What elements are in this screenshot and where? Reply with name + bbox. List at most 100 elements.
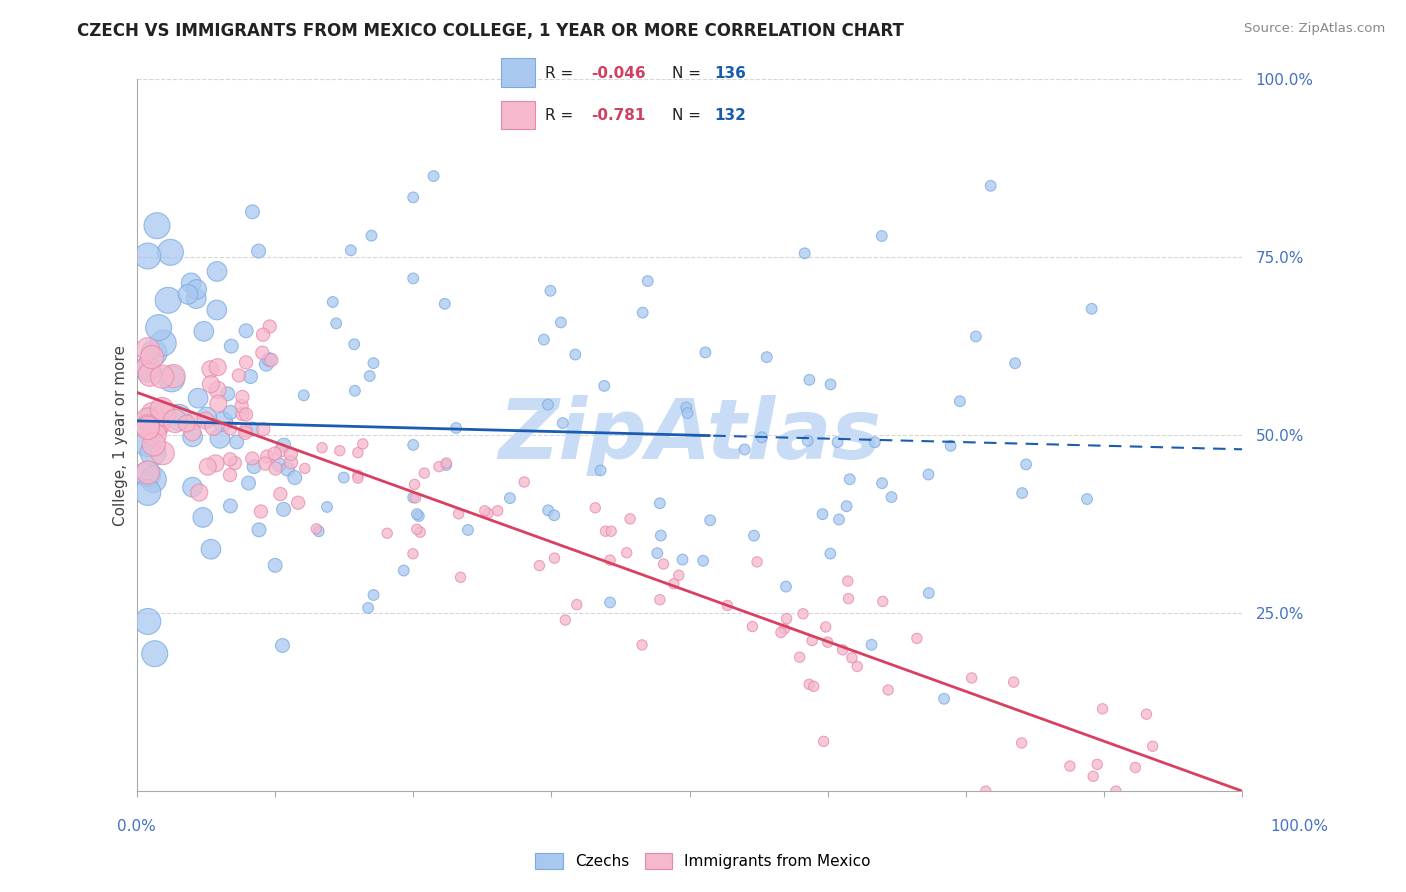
Point — [828, 512, 851, 526]
Point — [773, 622, 796, 636]
Point — [444, 421, 467, 435]
Point — [136, 466, 159, 480]
Point — [159, 245, 181, 260]
Point — [136, 249, 159, 263]
Point — [537, 503, 560, 517]
Text: -0.046: -0.046 — [591, 66, 645, 80]
Point — [284, 470, 307, 484]
Point — [877, 683, 900, 698]
Text: N =: N = — [672, 108, 706, 122]
Point — [404, 491, 426, 505]
Point — [595, 524, 617, 539]
Point — [751, 430, 773, 444]
Point — [162, 369, 184, 384]
Point — [287, 496, 309, 510]
Point — [755, 350, 778, 364]
Point — [231, 407, 253, 421]
Point — [235, 324, 257, 338]
Point — [247, 523, 270, 537]
Point — [860, 638, 883, 652]
Point — [949, 394, 972, 409]
Text: ZipAtlas: ZipAtlas — [498, 394, 882, 475]
Point — [543, 508, 565, 523]
Point — [360, 228, 382, 243]
Point — [695, 345, 717, 359]
Point — [195, 410, 218, 425]
Point — [422, 169, 444, 183]
Point — [254, 357, 277, 371]
Point — [838, 591, 860, 606]
Point — [187, 391, 209, 405]
Point — [136, 421, 159, 435]
Point — [181, 414, 204, 428]
Point — [252, 327, 274, 342]
Text: CZECH VS IMMIGRANTS FROM MEXICO COLLEGE, 1 YEAR OR MORE CORRELATION CHART: CZECH VS IMMIGRANTS FROM MEXICO COLLEGE,… — [77, 22, 904, 40]
Point — [247, 244, 270, 258]
Point — [141, 414, 163, 428]
Text: Source: ZipAtlas.com: Source: ZipAtlas.com — [1244, 22, 1385, 36]
Point — [1015, 458, 1038, 472]
Point — [413, 466, 436, 480]
Point — [347, 468, 370, 483]
Point — [1011, 736, 1033, 750]
Point — [474, 504, 496, 518]
Point — [231, 390, 253, 404]
Point — [142, 473, 165, 487]
Point — [402, 547, 425, 561]
Point — [863, 435, 886, 450]
Text: 100.0%: 100.0% — [1271, 820, 1329, 834]
Point — [1080, 301, 1102, 316]
Point — [259, 319, 281, 334]
Point — [181, 425, 204, 440]
Point — [1142, 739, 1164, 754]
Point — [143, 346, 166, 360]
Point — [305, 522, 328, 536]
Point — [831, 643, 853, 657]
Point — [194, 413, 217, 427]
Point — [692, 554, 714, 568]
Point — [974, 784, 997, 798]
Point — [205, 303, 228, 318]
Point — [433, 297, 456, 311]
Point — [870, 476, 893, 491]
Text: R =: R = — [544, 66, 578, 80]
Point — [325, 317, 347, 331]
Point — [599, 553, 621, 567]
Point — [477, 507, 499, 521]
Point — [363, 588, 385, 602]
Point — [1085, 757, 1108, 772]
Point — [631, 305, 654, 319]
Point — [219, 452, 242, 467]
Point — [486, 504, 509, 518]
Point — [136, 437, 159, 451]
Point — [254, 457, 277, 471]
Point — [146, 219, 169, 233]
Point — [1135, 707, 1157, 722]
Point — [363, 356, 385, 370]
Point — [165, 414, 187, 428]
Point — [499, 491, 522, 505]
Point — [793, 246, 815, 260]
Point — [405, 522, 427, 536]
Point — [799, 373, 821, 387]
Point — [322, 295, 344, 310]
Point — [200, 542, 222, 557]
Point — [616, 546, 638, 560]
Point — [153, 407, 176, 421]
Point — [814, 620, 837, 634]
Point — [801, 633, 824, 648]
Point — [176, 417, 198, 431]
Point — [837, 574, 859, 588]
Point — [1091, 702, 1114, 716]
Point — [404, 477, 426, 491]
Point — [551, 416, 574, 430]
Point — [139, 368, 162, 382]
Point — [273, 502, 295, 516]
Point — [150, 369, 173, 384]
Point — [359, 369, 381, 384]
Point — [734, 442, 756, 457]
Point — [208, 431, 231, 445]
Point — [599, 595, 621, 609]
Point — [329, 443, 352, 458]
Point — [256, 450, 278, 464]
